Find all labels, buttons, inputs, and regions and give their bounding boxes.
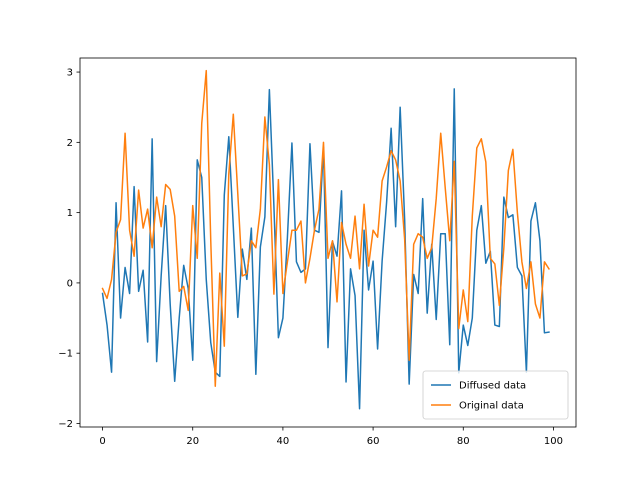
y-tick-label: 2 xyxy=(67,138,73,149)
series-line-diffused-data xyxy=(101,88,550,410)
y-tick-label: 3 xyxy=(67,68,73,79)
legend-label-original-data: Original data xyxy=(459,401,524,412)
y-tick-label: 1 xyxy=(67,208,73,219)
x-tick-label: 20 xyxy=(186,436,199,447)
x-axis: 0 20 40 60 80 100 xyxy=(99,427,563,447)
series-layer xyxy=(101,69,550,410)
x-tick-label: 100 xyxy=(544,436,563,447)
legend-label-diffused-data: Diffused data xyxy=(459,381,526,392)
x-tick-label: 0 xyxy=(99,436,105,447)
y-axis: −2 −1 0 1 2 3 xyxy=(58,68,80,430)
x-tick-label: 60 xyxy=(367,436,380,447)
y-tick-label: −2 xyxy=(58,419,73,430)
axes-frame xyxy=(79,57,577,428)
x-tick-label: 80 xyxy=(457,436,470,447)
y-tick-label: 0 xyxy=(67,278,73,289)
legend-box xyxy=(422,370,569,420)
legend: Diffused data Original data xyxy=(422,370,569,420)
y-tick-label: −1 xyxy=(58,349,73,360)
x-tick-label: 40 xyxy=(277,436,290,447)
series-line-original-data xyxy=(101,69,550,387)
